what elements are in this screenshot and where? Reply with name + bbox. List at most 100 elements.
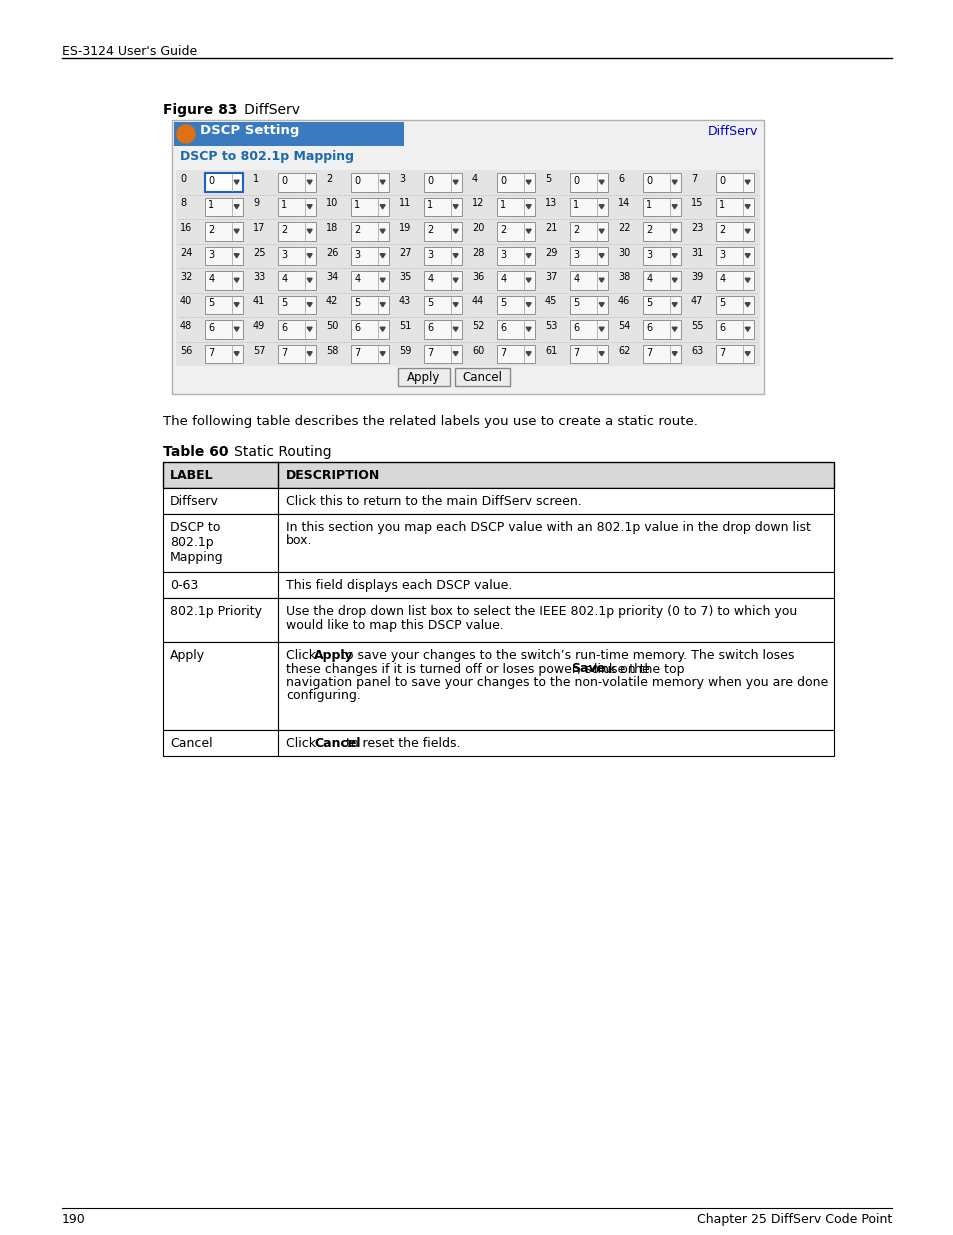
Text: 33: 33: [253, 272, 265, 282]
Polygon shape: [307, 230, 312, 233]
Text: DESCRIPTION: DESCRIPTION: [286, 469, 380, 482]
Polygon shape: [744, 327, 749, 331]
Bar: [205, 198, 243, 216]
Text: 2: 2: [326, 174, 332, 184]
Polygon shape: [744, 253, 749, 258]
Text: 3: 3: [281, 249, 287, 259]
Text: 0: 0: [180, 174, 186, 184]
Text: In this section you map each DSCP value with an 802.1p value in the drop down li: In this section you map each DSCP value …: [286, 521, 810, 534]
Text: 1: 1: [253, 174, 259, 184]
Text: 0-63: 0-63: [170, 579, 198, 592]
Polygon shape: [379, 352, 385, 356]
Text: 4: 4: [472, 174, 477, 184]
Polygon shape: [453, 327, 457, 331]
Text: 13: 13: [544, 199, 557, 209]
Bar: [278, 173, 315, 191]
Bar: [642, 173, 680, 191]
Bar: [205, 247, 243, 266]
Text: 6: 6: [281, 324, 287, 333]
Bar: [351, 270, 389, 289]
Text: 1: 1: [645, 200, 652, 210]
Text: 20: 20: [472, 224, 484, 233]
Text: 5: 5: [208, 299, 214, 309]
Polygon shape: [744, 230, 749, 233]
Text: 2: 2: [354, 225, 360, 235]
Bar: [424, 247, 461, 266]
Text: 1: 1: [719, 200, 724, 210]
Polygon shape: [453, 303, 457, 306]
Text: DSCP to 802.1p Mapping: DSCP to 802.1p Mapping: [180, 149, 354, 163]
Polygon shape: [598, 352, 603, 356]
Bar: [497, 173, 535, 191]
Text: 59: 59: [398, 346, 411, 356]
Polygon shape: [307, 180, 312, 184]
Polygon shape: [744, 303, 749, 306]
Bar: [642, 222, 680, 241]
Text: 34: 34: [326, 272, 338, 282]
Bar: [497, 247, 535, 266]
Text: 4: 4: [719, 274, 724, 284]
Text: 4: 4: [573, 274, 578, 284]
Polygon shape: [307, 303, 312, 306]
Polygon shape: [379, 327, 385, 331]
Polygon shape: [526, 303, 531, 306]
Bar: [424, 345, 461, 363]
Polygon shape: [307, 352, 312, 356]
Text: 11: 11: [398, 199, 411, 209]
Text: Use the drop down list box to select the IEEE 802.1p priority (0 to 7) to which : Use the drop down list box to select the…: [286, 605, 797, 618]
Text: 3: 3: [573, 249, 578, 259]
Bar: [175, 170, 760, 366]
Text: 6: 6: [645, 324, 652, 333]
Bar: [351, 247, 389, 266]
Text: 55: 55: [690, 321, 702, 331]
Bar: [716, 295, 754, 314]
Text: 7: 7: [427, 347, 433, 357]
Bar: [424, 222, 461, 241]
Bar: [716, 247, 754, 266]
Text: 2: 2: [208, 225, 214, 235]
Text: 5: 5: [544, 174, 551, 184]
Polygon shape: [526, 205, 531, 209]
Polygon shape: [233, 205, 239, 209]
Polygon shape: [379, 180, 385, 184]
Bar: [205, 270, 243, 289]
Bar: [716, 222, 754, 241]
Bar: [716, 270, 754, 289]
Text: box.: box.: [286, 535, 313, 547]
Text: 0: 0: [354, 177, 360, 186]
Bar: [278, 222, 315, 241]
Text: 62: 62: [618, 346, 630, 356]
Text: LABEL: LABEL: [170, 469, 213, 482]
Text: 7: 7: [573, 347, 578, 357]
Text: 3: 3: [427, 249, 433, 259]
Text: 0: 0: [499, 177, 506, 186]
Polygon shape: [526, 327, 531, 331]
Text: DiffServ: DiffServ: [707, 125, 758, 138]
Bar: [642, 270, 680, 289]
Bar: [205, 320, 243, 338]
Text: 5: 5: [719, 299, 724, 309]
Bar: [163, 642, 833, 730]
Text: 6: 6: [499, 324, 506, 333]
Text: Save: Save: [571, 662, 605, 676]
Polygon shape: [598, 278, 603, 283]
Bar: [570, 198, 607, 216]
Text: 2: 2: [645, 225, 652, 235]
Text: 1: 1: [427, 200, 433, 210]
Text: 2: 2: [719, 225, 724, 235]
Text: 37: 37: [544, 272, 557, 282]
Text: 31: 31: [690, 247, 702, 258]
Text: 2: 2: [573, 225, 578, 235]
Bar: [205, 173, 243, 191]
Text: 22: 22: [618, 224, 630, 233]
Text: 6: 6: [208, 324, 214, 333]
Bar: [351, 320, 389, 338]
Bar: [163, 462, 833, 488]
Text: 30: 30: [618, 247, 630, 258]
Polygon shape: [453, 205, 457, 209]
Bar: [278, 345, 315, 363]
Text: 1: 1: [573, 200, 578, 210]
Text: 53: 53: [544, 321, 557, 331]
Text: 29: 29: [544, 247, 557, 258]
Bar: [278, 270, 315, 289]
